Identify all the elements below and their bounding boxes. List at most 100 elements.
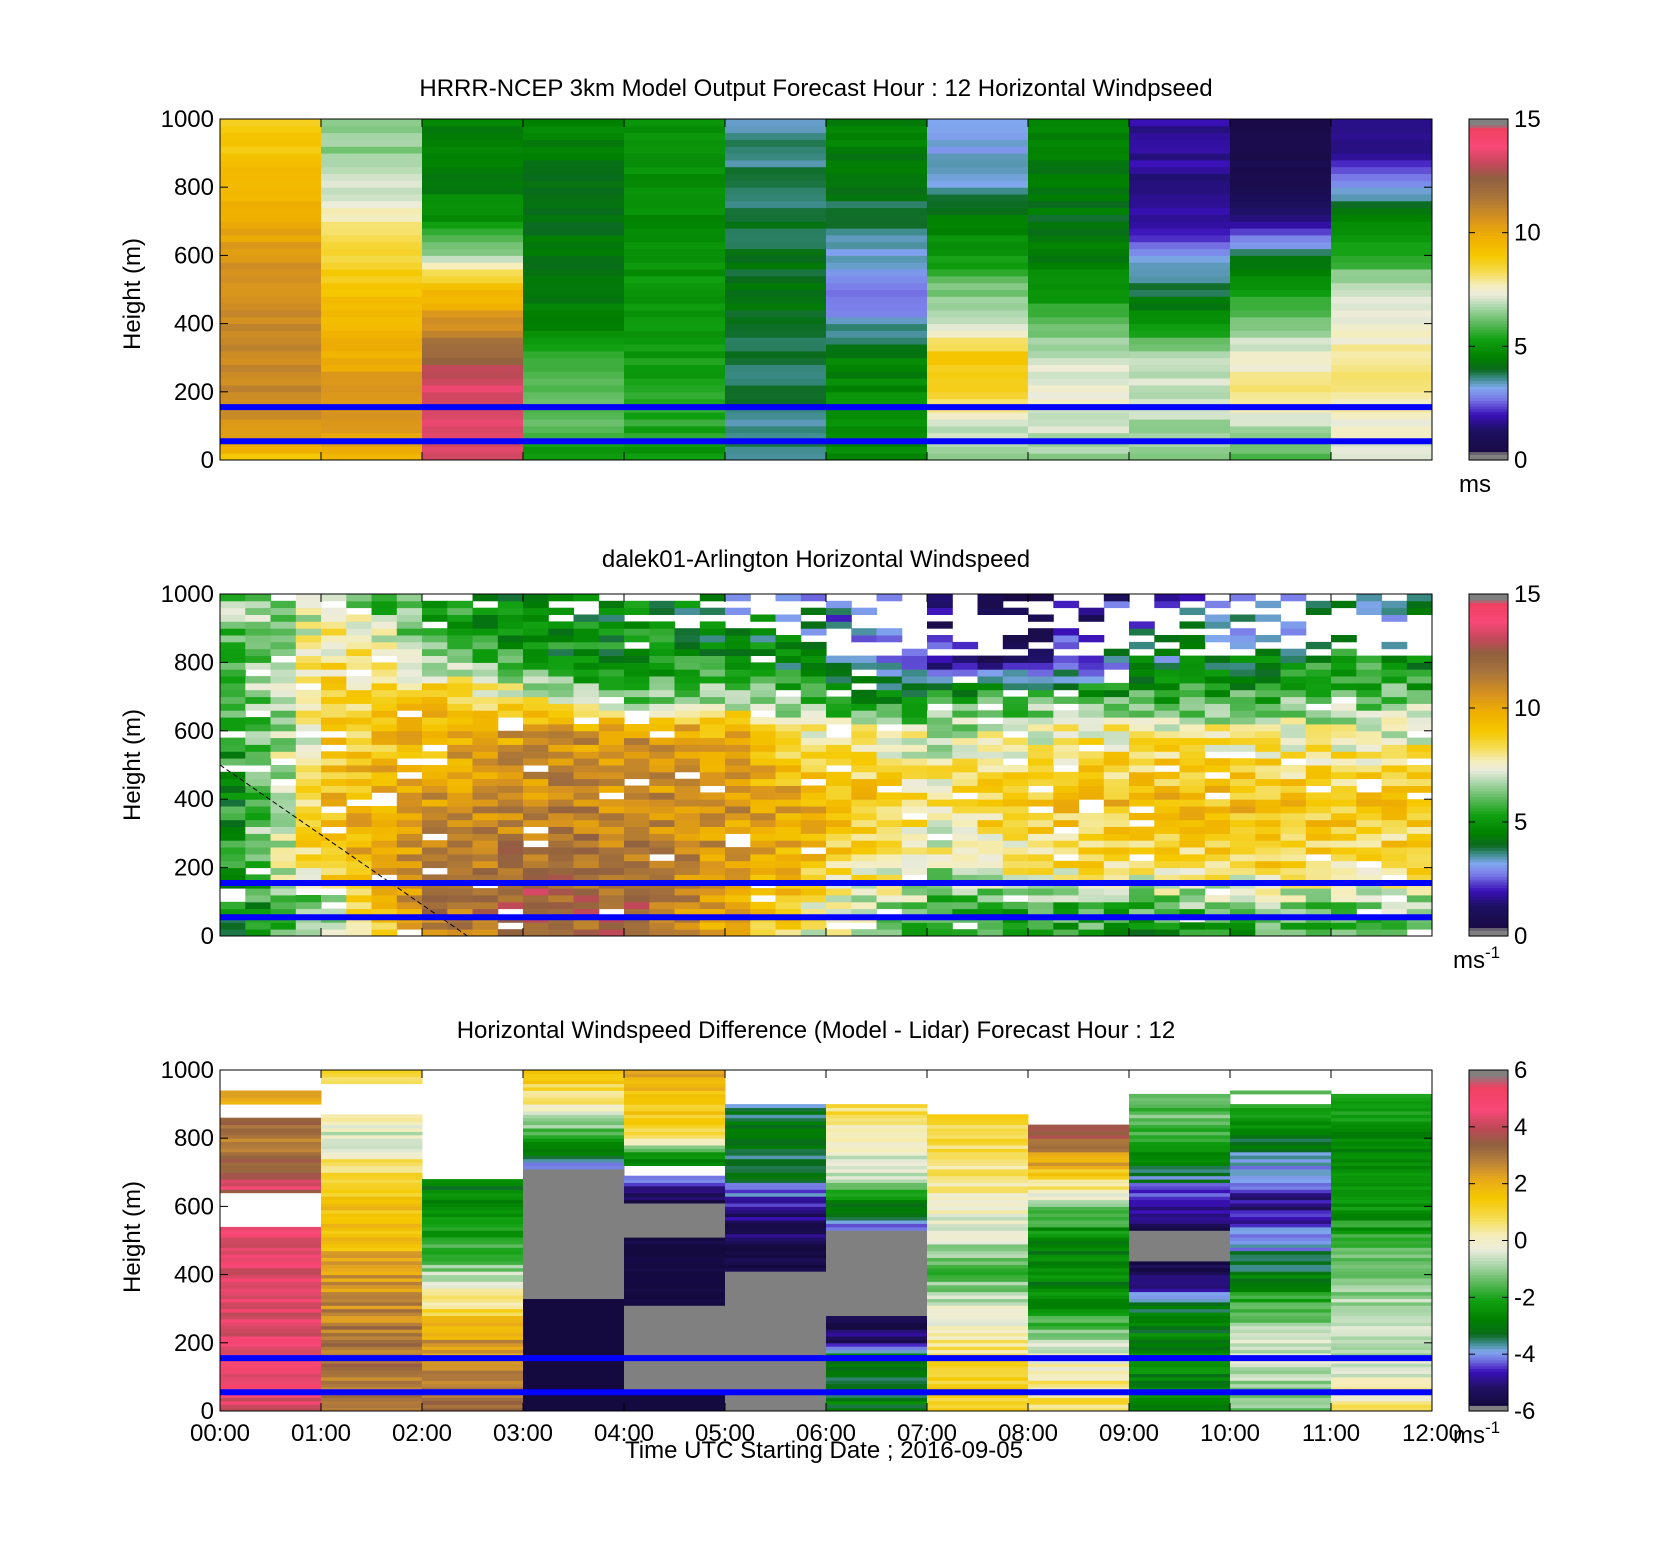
colorbar-segment (1469, 645, 1508, 649)
model-cell (1230, 282, 1332, 290)
lidar-cell (447, 758, 474, 766)
lidar-cell (447, 860, 474, 869)
difference-cell (1230, 1168, 1332, 1173)
lidar-cell (1204, 717, 1231, 725)
difference-cell (927, 1162, 1029, 1166)
colorbar-segment (1469, 360, 1508, 364)
lidar-cell (800, 840, 827, 848)
lidar-cell (371, 833, 398, 841)
lidar-cell (1028, 717, 1054, 725)
model-cell (422, 275, 524, 284)
lidar-cell (270, 901, 297, 910)
difference-cell (321, 1291, 423, 1296)
lidar-cell (699, 812, 726, 821)
model-cell (1028, 166, 1130, 174)
lidar-cell (674, 696, 701, 704)
lidar-cell (1356, 669, 1383, 677)
difference-cell (220, 1394, 322, 1398)
difference-cell (725, 1134, 827, 1139)
colorbar-segment (1469, 371, 1508, 376)
lidar-cell (977, 696, 1004, 704)
lidar-cell (1078, 696, 1105, 704)
lidar-cell (1078, 669, 1105, 677)
lidar-cell (1204, 614, 1231, 622)
lidar-cell (775, 895, 802, 903)
colorbar-segment (1469, 1123, 1508, 1128)
model-cell (1028, 159, 1130, 168)
lidar-cell (1406, 874, 1433, 882)
lidar-cell (497, 730, 524, 739)
model-cell (1230, 269, 1332, 277)
colorbar-segment (1469, 343, 1508, 347)
model-cell (523, 432, 625, 440)
model-cell (321, 200, 423, 209)
lidar-cell (1103, 840, 1130, 848)
lidar-cell (1129, 682, 1155, 691)
difference-cell (422, 1226, 524, 1231)
difference-cell (1331, 1404, 1433, 1409)
difference-cell (523, 1226, 625, 1231)
difference-cell (624, 1151, 726, 1156)
lidar-cell (775, 888, 802, 896)
lidar-cell (346, 765, 373, 773)
lidar-cell (523, 888, 549, 896)
lidar-cell (396, 922, 423, 930)
lidar-cell (1053, 655, 1080, 663)
lidar-cell (1002, 724, 1029, 732)
lidar-cell (800, 710, 827, 718)
lidar-cell (346, 819, 373, 827)
difference-cell (1028, 1397, 1130, 1402)
difference-cell (927, 1121, 1029, 1126)
lidar-cell (270, 730, 297, 739)
difference-cell (1129, 1185, 1231, 1190)
lidar-cell (624, 826, 650, 834)
lidar-cell (927, 669, 953, 677)
colorbar-segment (1469, 594, 1508, 598)
difference-cell (1331, 1261, 1433, 1265)
colorbar-segment (1469, 337, 1508, 342)
y-tick-label: 200 (174, 1330, 214, 1357)
model-cell (927, 228, 1029, 236)
lidar-cell (1305, 730, 1332, 739)
lidar-cell (1179, 751, 1206, 759)
lidar-cell (624, 730, 650, 739)
model-cell (1331, 316, 1433, 325)
difference-cell (624, 1155, 726, 1160)
difference-cell (422, 1359, 524, 1364)
difference-cell (624, 1380, 726, 1385)
model-cell (826, 180, 928, 188)
difference-cell (1331, 1243, 1433, 1248)
lidar-cell (295, 648, 322, 656)
lidar-cell (649, 771, 676, 780)
lidar-cell (1204, 929, 1231, 937)
model-cell (321, 282, 423, 290)
difference-cell (1331, 1298, 1433, 1303)
lidar-cell (371, 758, 398, 766)
lidar-cell (1154, 874, 1181, 882)
lidar-cell (1053, 758, 1080, 766)
colorbar-segment (1469, 448, 1508, 453)
difference-cell (1129, 1168, 1231, 1173)
lidar-cell (750, 744, 777, 752)
lidar-cell (1002, 607, 1029, 615)
colorbar-segment (1469, 1402, 1508, 1406)
lidar-cell (901, 895, 928, 903)
lidar-cell (1103, 888, 1130, 896)
colorbar-segment (1469, 1129, 1508, 1134)
difference-cell (1331, 1182, 1433, 1187)
lidar-cell (1406, 744, 1433, 752)
difference-cell (624, 1404, 726, 1409)
lidar-cell (447, 833, 474, 841)
lidar-cell (497, 628, 524, 636)
difference-cell (1331, 1281, 1433, 1286)
lidar-cell (927, 765, 953, 773)
lidar-cell (1154, 703, 1181, 711)
lidar-cell (826, 758, 852, 766)
lidar-cell (1280, 676, 1307, 684)
lidar-cell (1078, 607, 1105, 615)
lidar-cell (1381, 682, 1408, 691)
lidar-cell (321, 607, 347, 615)
model-cell (321, 269, 423, 277)
difference-cell (1230, 1185, 1332, 1190)
lidar-cell (624, 724, 650, 732)
